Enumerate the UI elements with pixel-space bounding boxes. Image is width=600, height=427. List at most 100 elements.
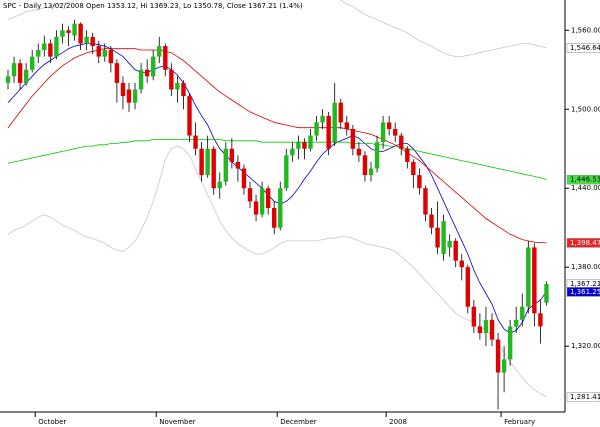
candle-body (477, 326, 483, 334)
candle-body (520, 306, 525, 320)
candle-body (84, 36, 89, 44)
candle-body (453, 240, 458, 261)
candle-body (157, 46, 162, 57)
price-marker-label: 1,367.21 (570, 280, 600, 288)
candle-body (211, 148, 216, 189)
candle-body (66, 30, 71, 33)
candle-body (235, 161, 241, 169)
y-tick-label: 1,500.00 (571, 105, 600, 113)
candle-body (96, 46, 101, 57)
candle-body (90, 36, 95, 47)
candle-body (350, 128, 356, 149)
candle-body (435, 227, 440, 248)
candle-body (102, 50, 107, 57)
candle-body (314, 122, 319, 136)
indicator-line (7, 0, 547, 57)
price-marker-box (566, 238, 600, 248)
candle-body (393, 128, 398, 136)
candle-body (447, 240, 452, 248)
candle-body (332, 102, 337, 143)
candle-body (441, 221, 446, 255)
candle-body (17, 63, 23, 83)
candle-body (36, 50, 41, 57)
price-marker-label: 1,546.64 (570, 44, 600, 52)
candle-body (278, 188, 283, 228)
candle-body (223, 148, 228, 182)
candle-body (411, 161, 416, 176)
candle-body (108, 50, 114, 64)
candle-body (501, 359, 507, 373)
candle-body (374, 142, 380, 169)
candle-body (23, 69, 29, 83)
candle-body (405, 148, 410, 162)
candle-body (241, 168, 247, 189)
candle-body (229, 148, 235, 162)
candle-body (344, 122, 349, 129)
candle-body (169, 69, 174, 90)
indicator-lines (7, 0, 547, 398)
candle-body (459, 260, 464, 268)
candle-body (296, 142, 301, 149)
candle-body (114, 63, 120, 83)
candle-body (247, 188, 253, 202)
candle-body (72, 23, 77, 36)
x-tick-label: October (38, 418, 66, 426)
candle-body (284, 155, 289, 189)
candle-body (144, 69, 150, 77)
candle-body (356, 148, 362, 156)
candle-body (175, 82, 180, 90)
candle-body (495, 339, 501, 373)
candle-body (78, 23, 83, 44)
candle-body (5, 76, 11, 83)
candle-body (429, 214, 434, 228)
price-marker-box (566, 43, 600, 53)
candle-body (151, 56, 156, 77)
candle-body (386, 122, 392, 129)
price-marker-label: 1,398.47 (570, 239, 600, 247)
candle-body (163, 46, 168, 70)
price-marker-label: 1,281.41 (570, 393, 600, 401)
candle-body (507, 326, 513, 360)
x-tick-label: December (280, 418, 316, 426)
candle-body (417, 175, 422, 189)
candle-body (42, 43, 47, 51)
candle-body (532, 247, 537, 314)
candle-body (265, 188, 271, 208)
candle-body (259, 188, 265, 215)
candle-body (526, 247, 531, 307)
candle-body (489, 319, 495, 340)
candle-body (48, 43, 53, 57)
candle-body (362, 155, 368, 176)
candle-body (187, 96, 192, 136)
candle-body (302, 142, 307, 149)
candle-body (199, 148, 204, 176)
candle-body (253, 201, 259, 215)
candle-body (181, 82, 186, 97)
candle-body (132, 89, 138, 103)
price-marker-label: 1,446.53 (570, 176, 600, 184)
candle-body (272, 207, 277, 228)
price-marker-box (566, 287, 600, 297)
candle-body (120, 82, 126, 97)
indicator-line (7, 43, 547, 334)
candle-body (326, 115, 331, 149)
y-tick-label: 1,560.00 (571, 26, 600, 34)
candle-body (368, 168, 374, 176)
price-marker-label: 1,361.25 (570, 288, 600, 296)
x-tick-label: 2008 (389, 418, 407, 426)
x-tick-label: February (504, 418, 535, 426)
chart-title: SPC - Daily 13/02/2008 Open 1353.12, Hi … (3, 2, 303, 10)
candle-body (538, 313, 543, 327)
x-tick-label: November (159, 418, 196, 426)
candle-body (399, 135, 404, 149)
candle-body (60, 30, 65, 37)
indicator-line (7, 139, 547, 180)
y-tick-label: 1,380.00 (571, 263, 600, 271)
candle-body (338, 102, 343, 123)
candle-body (483, 319, 489, 334)
candles (5, 19, 549, 410)
candle-body (423, 188, 428, 215)
candle-body (205, 148, 210, 176)
y-tick-label: 1,440.00 (571, 184, 600, 192)
candle-body (30, 56, 35, 70)
